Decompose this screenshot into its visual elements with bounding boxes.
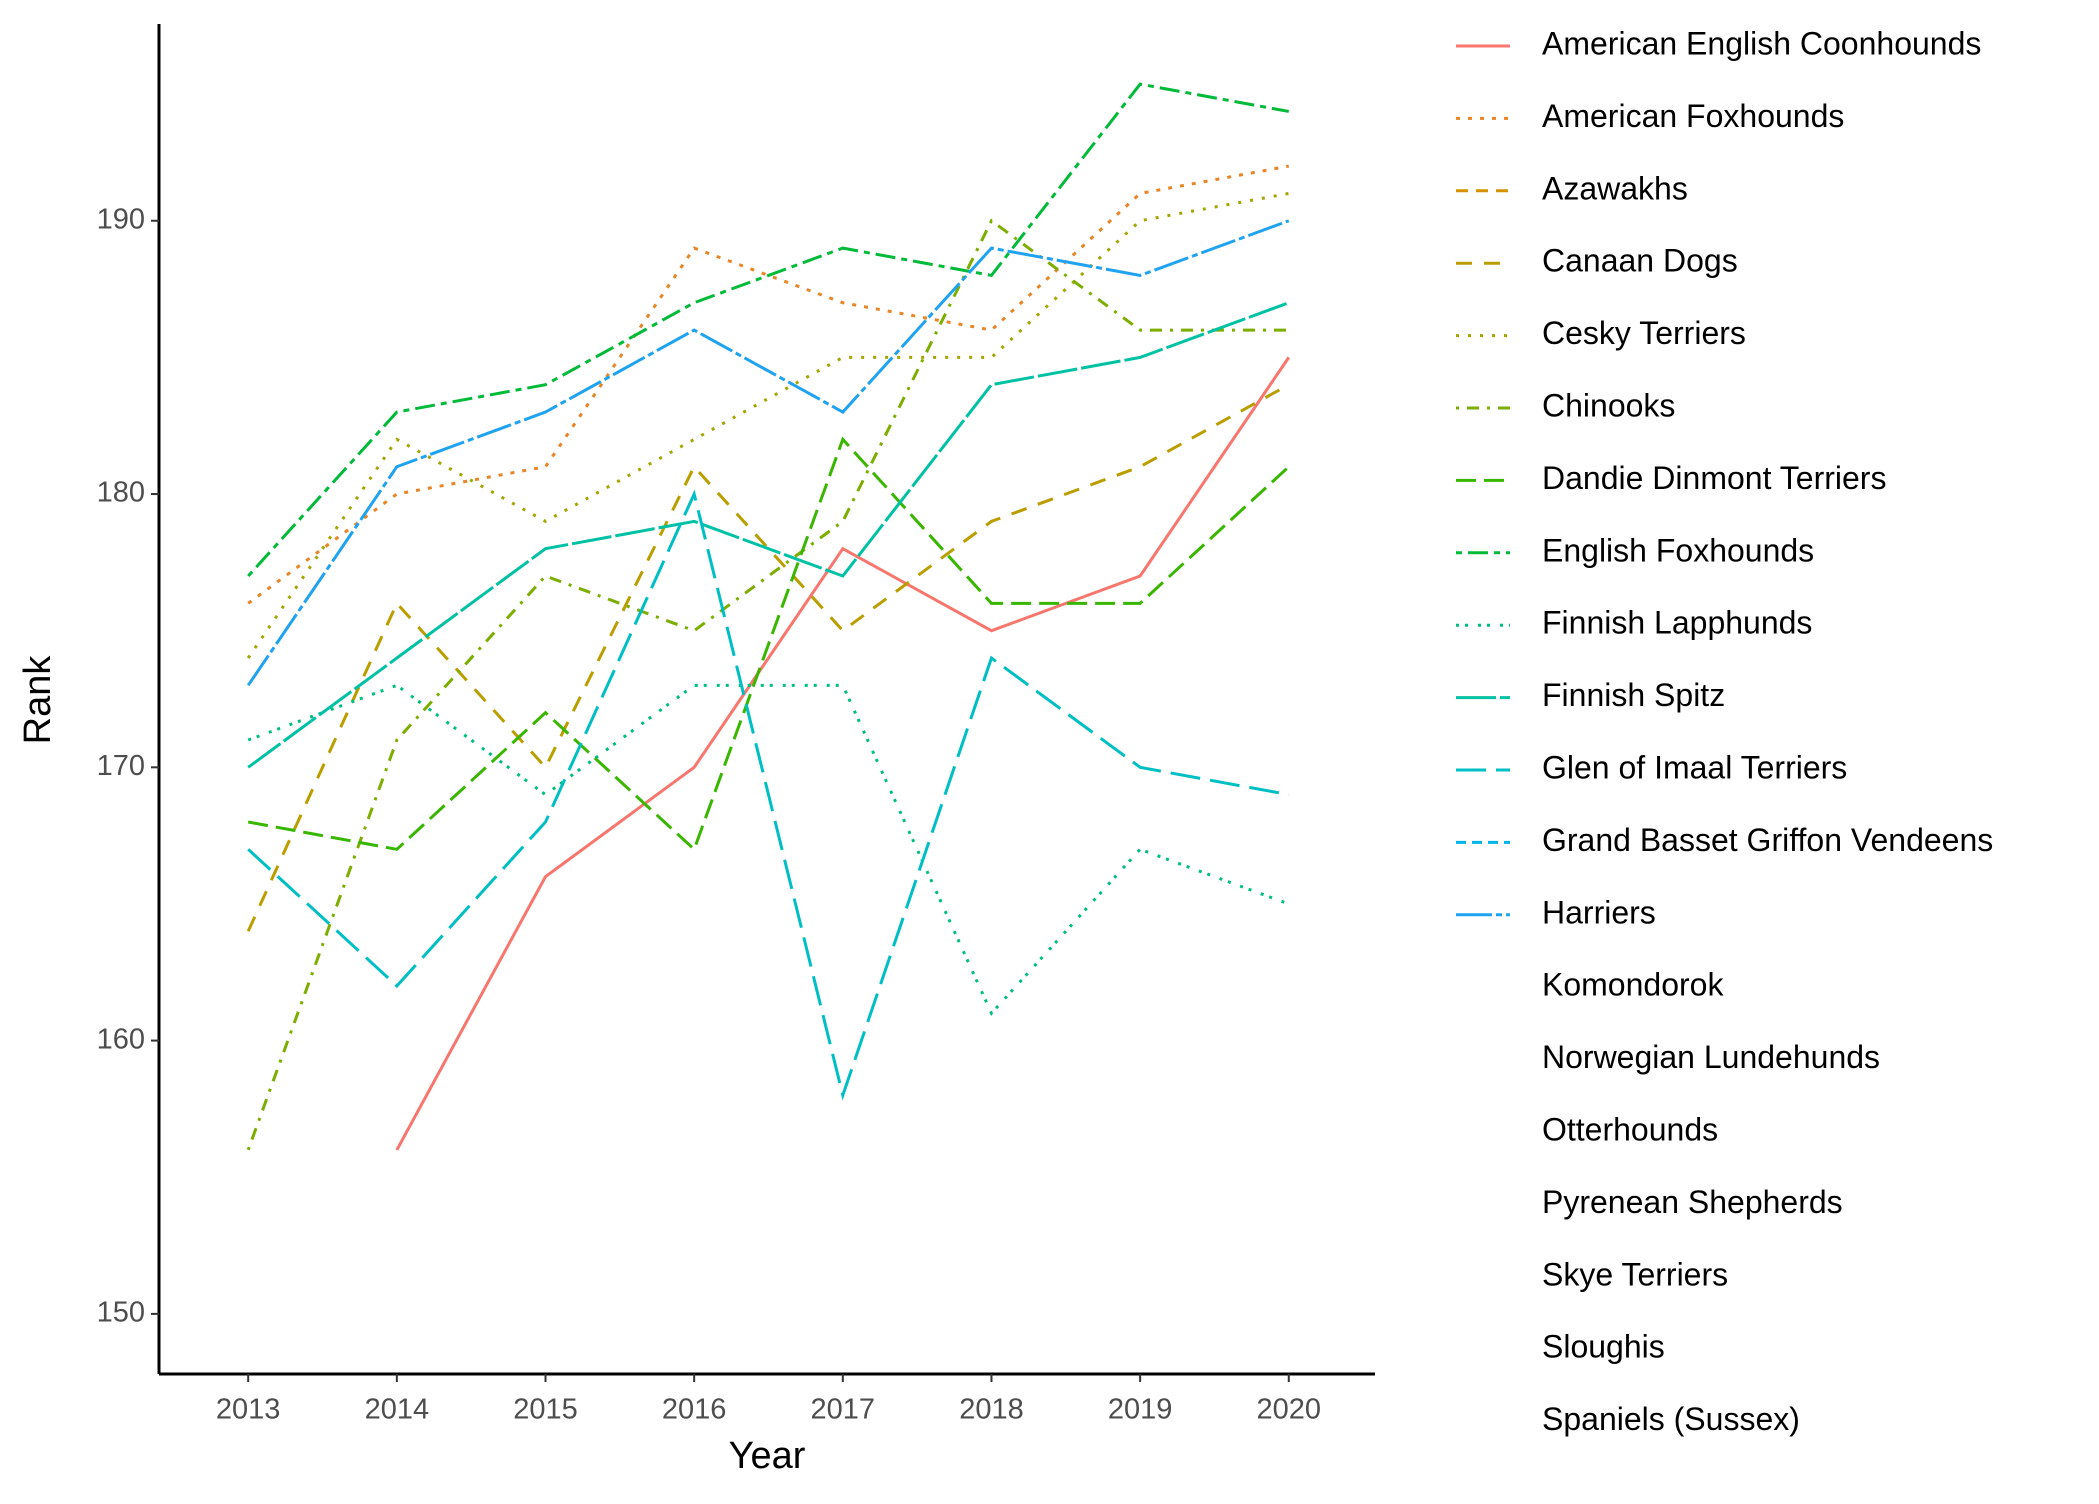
legend-label: American Foxhounds [1542,98,1844,134]
legend-label: Chinooks [1542,387,1675,423]
legend-label: American English Coonhounds [1542,25,1981,61]
x-tick-label: 2018 [959,1394,1024,1426]
legend-label: Cesky Terriers [1542,315,1746,351]
legend-label: Finnish Lapphunds [1542,605,1812,641]
x-tick-label: 2020 [1257,1394,1322,1426]
series-line [247,489,1290,1101]
legend-label: Finnish Spitz [1542,677,1725,713]
series-line [247,82,1290,578]
series-line [246,383,1290,932]
x-tick-label: 2016 [662,1394,727,1426]
legend-label: Komondorok [1542,967,1724,1003]
y-tick-label: 180 [97,477,145,509]
series-line [395,356,1291,1151]
legend-label: Harriers [1542,894,1656,930]
y-tick-label: 160 [97,1023,145,1055]
legend-label: Glen of Imaal Terriers [1542,749,1847,785]
legend-label: Azawakhs [1542,170,1688,206]
legend-label: Skye Terriers [1542,1256,1728,1292]
legend-label: Sloughis [1542,1329,1665,1365]
y-tick-label: 190 [97,203,145,235]
legend-label: Spaniels (Sussex) [1542,1401,1800,1437]
x-tick-label: 2013 [216,1394,281,1426]
x-tick-label: 2017 [811,1394,876,1426]
legend-label: Norwegian Lundehunds [1542,1039,1880,1075]
x-tick-label: 2014 [365,1394,430,1426]
legend-label: Grand Basset Griffon Vendeens [1542,822,1993,858]
legend-label: English Foxhounds [1542,532,1814,568]
series-line [246,218,1289,1151]
x-axis-title: Year [729,1435,806,1477]
series-line [247,436,1290,852]
y-tick-label: 150 [97,1297,145,1329]
x-tick-label: 2019 [1108,1394,1173,1426]
series-line [246,191,1290,659]
y-tick-label: 170 [97,750,145,782]
x-tick-label: 2015 [513,1394,578,1426]
legend-label: Canaan Dogs [1542,243,1738,279]
legend-label: Otterhounds [1542,1111,1718,1147]
legend-label: Dandie Dinmont Terriers [1542,460,1886,496]
series-line [246,219,1290,687]
series-line [247,301,1290,769]
y-axis-title: Rank [17,655,59,745]
series-line [247,164,1290,605]
legend-label: Pyrenean Shepherds [1542,1184,1843,1220]
series-line [247,683,1290,1016]
